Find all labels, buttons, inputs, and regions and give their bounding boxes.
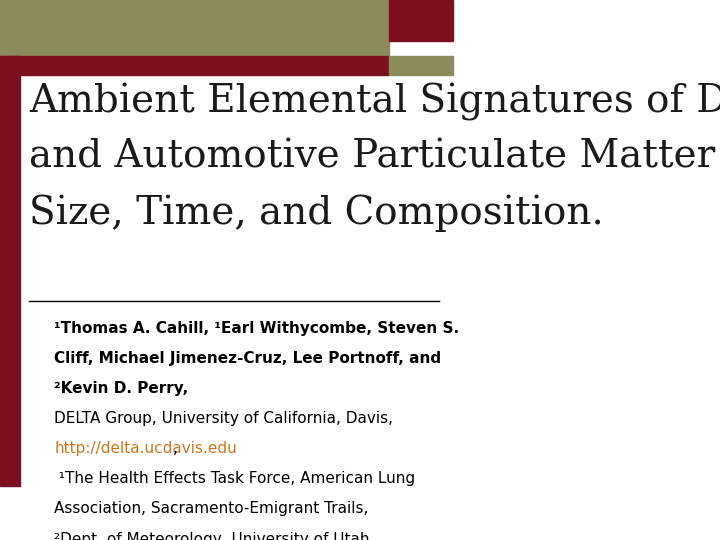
Bar bbox=[390, 56, 453, 75]
Text: ,: , bbox=[173, 441, 178, 456]
Text: and Automotive Particulate Matter by: and Automotive Particulate Matter by bbox=[30, 138, 720, 177]
Bar bbox=[20, 56, 453, 486]
Text: ²Dept. of Meteorology, University of Utah: ²Dept. of Meteorology, University of Uta… bbox=[54, 531, 370, 540]
Text: Association, Sacramento-Emigrant Trails,: Association, Sacramento-Emigrant Trails, bbox=[54, 502, 369, 516]
Text: ¹Thomas A. Cahill, ¹Earl Withycombe, Steven S.: ¹Thomas A. Cahill, ¹Earl Withycombe, Ste… bbox=[54, 321, 459, 336]
Bar bbox=[0, 56, 20, 486]
Text: DELTA Group, University of California, Davis,: DELTA Group, University of California, D… bbox=[54, 411, 393, 426]
Text: Size, Time, and Composition.: Size, Time, and Composition. bbox=[30, 194, 604, 232]
Bar bbox=[390, 0, 453, 41]
Text: http://delta.ucdavis.edu: http://delta.ucdavis.edu bbox=[54, 441, 237, 456]
Bar bbox=[0, 56, 390, 75]
Text: ¹The Health Effects Task Force, American Lung: ¹The Health Effects Task Force, American… bbox=[54, 471, 415, 487]
Text: Ambient Elemental Signatures of Diesel: Ambient Elemental Signatures of Diesel bbox=[30, 83, 720, 120]
Bar bbox=[0, 0, 390, 56]
Text: ²Kevin D. Perry,: ²Kevin D. Perry, bbox=[54, 381, 189, 396]
Text: Cliff, Michael Jimenez-Cruz, Lee Portnoff, and: Cliff, Michael Jimenez-Cruz, Lee Portnof… bbox=[54, 351, 441, 366]
